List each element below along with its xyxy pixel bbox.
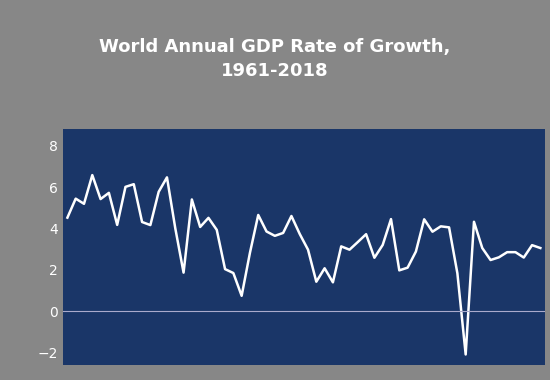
Text: World Annual GDP Rate of Growth,
1961-2018: World Annual GDP Rate of Growth, 1961-20… (100, 38, 450, 80)
